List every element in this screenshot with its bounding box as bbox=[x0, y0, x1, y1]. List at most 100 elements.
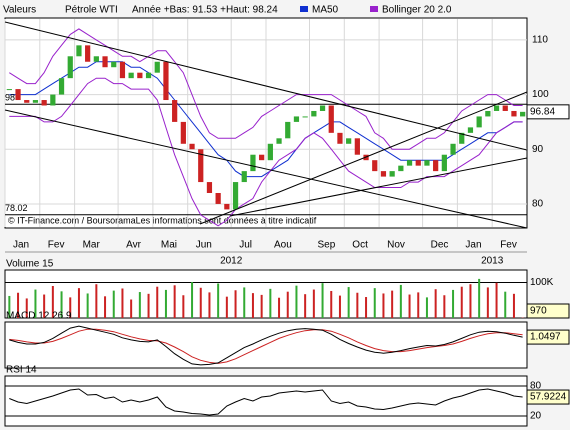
x-tick-label: Mai bbox=[161, 240, 177, 251]
candle bbox=[145, 72, 152, 79]
volume-bar bbox=[164, 289, 167, 318]
trend-line bbox=[199, 91, 528, 225]
trend-line bbox=[229, 157, 528, 217]
volume-bar bbox=[34, 289, 37, 318]
volume-bar bbox=[199, 287, 202, 318]
candle bbox=[267, 143, 273, 161]
volume-bar bbox=[321, 283, 324, 318]
indicator-line bbox=[9, 77, 523, 227]
volume-bar bbox=[365, 297, 368, 318]
candle bbox=[41, 100, 47, 106]
volume-bar bbox=[208, 292, 211, 318]
candle bbox=[311, 110, 317, 117]
last-value: 1.0497 bbox=[530, 332, 561, 343]
candle bbox=[398, 165, 404, 172]
last-value: 57.9224 bbox=[530, 392, 567, 403]
volume-bar bbox=[373, 288, 376, 318]
candle bbox=[172, 100, 178, 122]
last-value: 970 bbox=[530, 306, 547, 317]
volume-bar bbox=[25, 298, 28, 318]
volume-bar bbox=[312, 289, 315, 318]
volume-bar bbox=[295, 285, 298, 318]
signal-line bbox=[9, 328, 523, 364]
volume-bar bbox=[382, 293, 385, 318]
x-tick-label: Oct bbox=[352, 240, 368, 251]
candle bbox=[154, 61, 160, 73]
candle bbox=[415, 160, 421, 166]
year-label: 2012 bbox=[220, 256, 243, 267]
volume-bar bbox=[278, 297, 281, 318]
level-label: 98 bbox=[5, 93, 15, 103]
candle bbox=[285, 121, 291, 139]
candle bbox=[250, 154, 256, 172]
candle bbox=[485, 110, 491, 117]
candle bbox=[354, 138, 360, 155]
last-value-box bbox=[526, 389, 570, 405]
indicator-line bbox=[9, 325, 523, 366]
candle bbox=[58, 78, 65, 95]
volume-bar bbox=[251, 293, 254, 318]
volume-bar bbox=[399, 284, 402, 318]
candle bbox=[433, 160, 439, 172]
last-value-box bbox=[526, 104, 570, 120]
candle bbox=[128, 72, 134, 79]
level-label: 78.02 bbox=[5, 203, 28, 213]
y-tick-label: 90 bbox=[532, 144, 544, 155]
candle bbox=[198, 149, 204, 183]
x-tick-label: Nov bbox=[387, 240, 405, 251]
indicator-line bbox=[9, 28, 523, 150]
candle bbox=[520, 111, 526, 117]
candle bbox=[424, 160, 430, 166]
legend-swatch bbox=[300, 6, 308, 12]
x-tick-label: Dec bbox=[431, 240, 449, 251]
candle bbox=[328, 105, 334, 133]
legend-swatch bbox=[370, 6, 378, 12]
candle bbox=[459, 132, 465, 144]
volume-bar bbox=[121, 288, 124, 318]
y-tick-label: 80 bbox=[532, 199, 544, 210]
volume-panel bbox=[4, 269, 528, 319]
volume-bar bbox=[391, 290, 394, 318]
x-tick-label: Mar bbox=[83, 240, 101, 251]
chart-subtitle: Année +Bas: 91.53 +Haut: 98.24 bbox=[132, 5, 278, 16]
x-tick-label: Avr bbox=[126, 240, 141, 251]
volume-bar bbox=[434, 289, 437, 318]
candle bbox=[24, 100, 30, 103]
volume-bar bbox=[486, 287, 489, 318]
trend-line bbox=[4, 21, 528, 151]
volume-bar bbox=[225, 296, 228, 318]
volume-bar bbox=[356, 292, 359, 318]
candle bbox=[476, 116, 482, 128]
y-tick-label: 110 bbox=[532, 35, 548, 46]
chart-title: Pétrole WTI bbox=[65, 5, 118, 16]
candle bbox=[76, 45, 82, 57]
volume-bar bbox=[330, 290, 333, 318]
candle bbox=[137, 72, 143, 79]
volume-bar bbox=[286, 291, 289, 318]
candle bbox=[189, 143, 195, 150]
volume-bar bbox=[95, 284, 98, 318]
candle bbox=[206, 182, 213, 193]
x-tick-label: Jul bbox=[239, 240, 252, 251]
candle bbox=[511, 110, 517, 117]
candle bbox=[319, 105, 326, 111]
volume-bar bbox=[138, 292, 141, 318]
volume-bar bbox=[452, 289, 455, 318]
candle bbox=[215, 193, 221, 204]
volume-bar bbox=[234, 290, 237, 318]
candle bbox=[302, 116, 308, 118]
volume-bar bbox=[469, 284, 472, 318]
volume-bar bbox=[408, 294, 411, 318]
volume-bar bbox=[243, 287, 246, 318]
volume-bar bbox=[86, 293, 89, 318]
candle bbox=[85, 45, 91, 62]
volume-bar bbox=[443, 295, 446, 318]
volume-bar bbox=[17, 292, 20, 318]
candle bbox=[111, 61, 117, 68]
volume-bar bbox=[112, 290, 115, 318]
x-tick-label: Fev bbox=[500, 240, 517, 251]
candle bbox=[406, 160, 413, 166]
candle bbox=[389, 171, 395, 177]
candle bbox=[372, 160, 378, 172]
